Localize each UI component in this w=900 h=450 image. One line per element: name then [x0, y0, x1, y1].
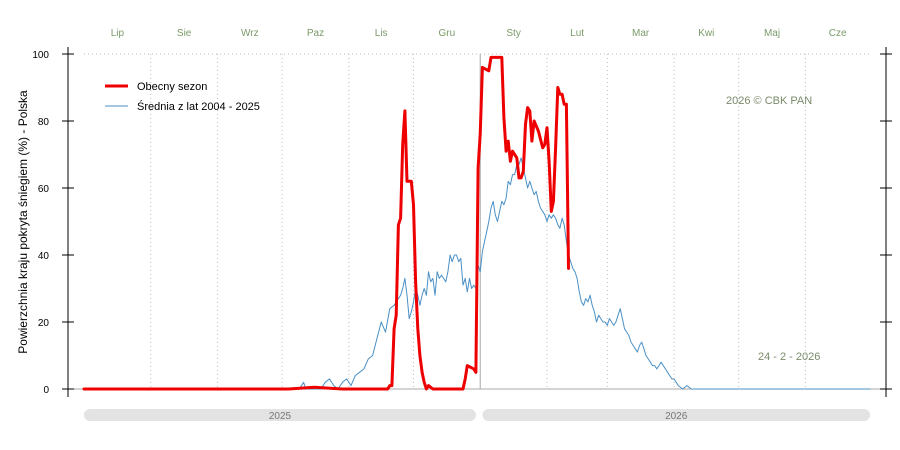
series-lines	[82, 55, 871, 391]
legend-current-label: Obecny sezon	[137, 81, 207, 93]
month-label-Wrz: Wrz	[241, 28, 259, 39]
year-bar-2026	[482, 409, 870, 421]
grid-lines	[84, 53, 870, 389]
legend-average-label: Średnia z lat 2004 - 2025	[137, 100, 260, 113]
y-tick-label-40: 40	[38, 251, 50, 262]
month-label-Sie: Sie	[177, 28, 192, 39]
y-axis: 0 20 40 60 80 100	[32, 50, 892, 396]
year-bars: 2025 2026	[84, 409, 870, 422]
month-label-Paz: Paz	[307, 28, 324, 39]
month-label-Mar: Mar	[632, 28, 650, 39]
year-label-2025: 2025	[269, 411, 292, 422]
month-label-Lut: Lut	[570, 28, 584, 39]
y-tick-label-0: 0	[43, 385, 49, 396]
y-tick-label-20: 20	[38, 318, 50, 329]
month-label-Cze: Cze	[829, 28, 847, 39]
series-line-current-season	[82, 55, 570, 391]
year-bar-2025	[84, 409, 476, 421]
legend: Obecny sezon Średnia z lat 2004 - 2025	[105, 81, 260, 113]
month-label-Lip: Lip	[111, 28, 125, 39]
y-axis-label: Powierzchnia kraju pokryta śniegiem (%) …	[16, 90, 30, 354]
copyright-annotation: 2026 © CBK PAN	[726, 95, 812, 107]
y-tick-label-60: 60	[38, 184, 50, 195]
date-annotation: 24 - 2 - 2026	[758, 351, 820, 363]
year-label-2026: 2026	[665, 411, 688, 422]
month-label-Maj: Maj	[764, 28, 780, 39]
month-labels: Lip Sie Wrz Paz Lis Gru Sty Lut Mar Kwi Maj Cze	[111, 28, 847, 39]
y-tick-label-80: 80	[38, 117, 50, 128]
month-label-Lis: Lis	[375, 28, 388, 39]
month-label-Sty: Sty	[506, 28, 520, 39]
month-label-Gru: Gru	[439, 28, 456, 39]
month-label-Kwi: Kwi	[698, 28, 714, 39]
y-tick-label-100: 100	[32, 50, 49, 61]
